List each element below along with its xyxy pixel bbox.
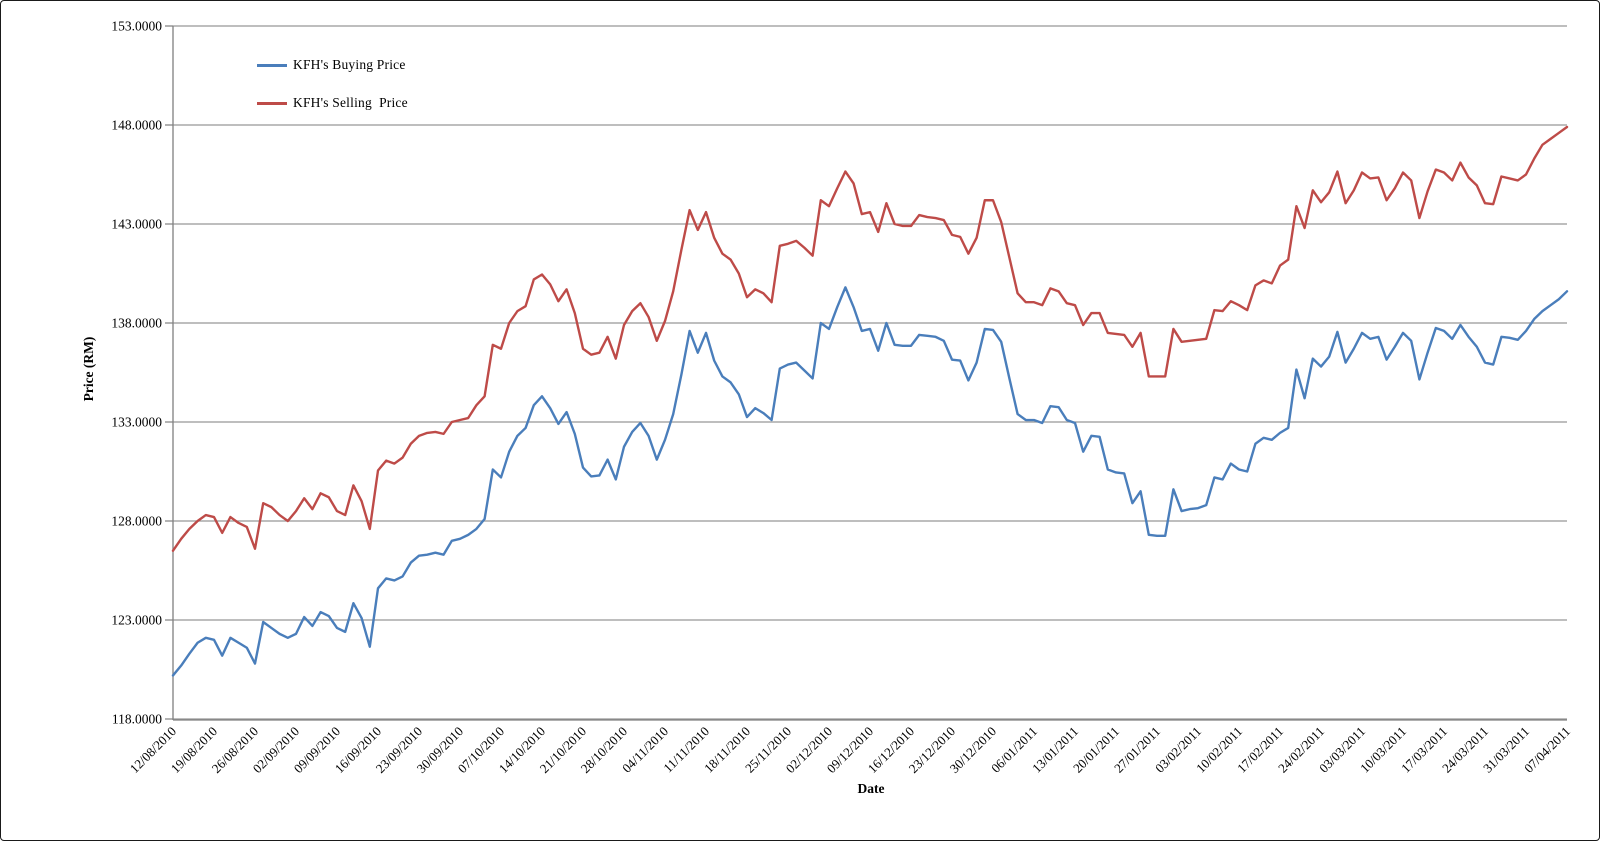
y-axis-tick-label: 148.0000 xyxy=(111,118,162,133)
y-axis-tick-label: 118.0000 xyxy=(112,712,162,727)
buying-price-line xyxy=(171,286,1569,677)
y-axis-tick-label: 128.0000 xyxy=(111,514,162,529)
y-axis-tick-label: 138.0000 xyxy=(111,316,162,331)
buying-line-swatch xyxy=(257,63,287,67)
legend-item-buying: KFH's Buying Price xyxy=(257,57,408,73)
legend: KFH's Buying Price KFH's Selling Price xyxy=(257,57,408,111)
legend-item-selling: KFH's Selling Price xyxy=(257,95,408,111)
y-axis-tick-label: 153.0000 xyxy=(111,19,162,34)
y-axis-tick-label: 123.0000 xyxy=(111,613,162,628)
y-axis-tick-label: 143.0000 xyxy=(111,217,162,232)
y-axis-title: Price (RM) xyxy=(81,336,96,402)
legend-label-buying: KFH's Buying Price xyxy=(293,57,406,72)
selling-price-line xyxy=(171,125,1569,552)
selling-line-swatch xyxy=(257,101,287,105)
legend-label-selling: KFH's Selling Price xyxy=(293,95,408,110)
y-axis-tick-label: 133.0000 xyxy=(111,415,162,430)
x-axis-title: Date xyxy=(857,781,885,796)
